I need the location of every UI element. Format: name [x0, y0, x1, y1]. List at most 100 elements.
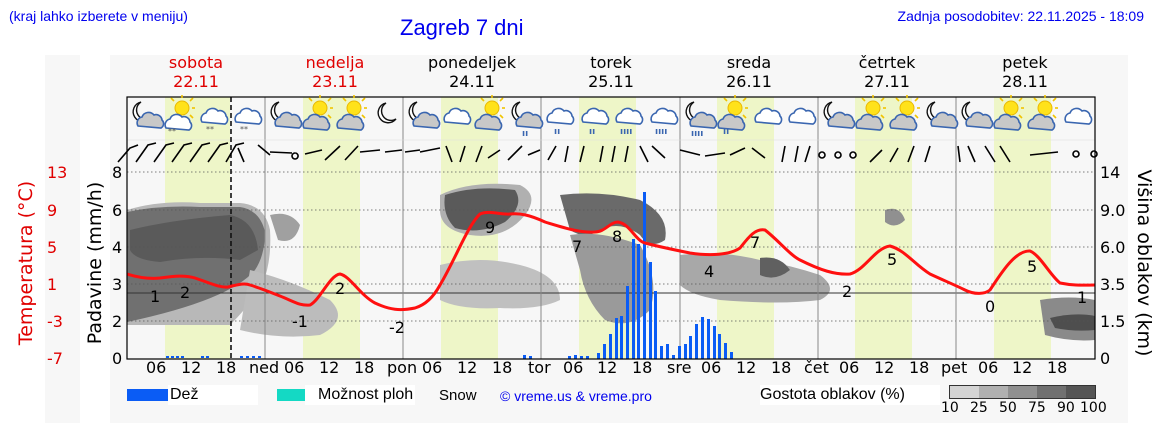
svg-text:**: **: [168, 127, 176, 136]
x-tick: 06: [839, 358, 860, 377]
temp-tick: -3: [47, 312, 63, 331]
density-tick: 75: [1028, 400, 1046, 416]
density-tick: 10: [941, 400, 959, 416]
svg-text:-2: -2: [389, 318, 405, 337]
showers-legend-label: Možnost ploh: [318, 386, 414, 403]
x-tick: pet: [941, 358, 968, 377]
x-tick: 06: [422, 358, 443, 377]
precip-tick: 6: [112, 201, 123, 220]
weather-icons: ** ** ** ıı ıı ıı ıııı ıııı ıııı ıı: [132, 94, 1093, 139]
density-tick: 100: [1080, 400, 1107, 416]
icon-sun-cloud-rain: ıı: [717, 94, 749, 137]
x-tick: 18: [632, 358, 653, 377]
x-tick: ned: [249, 358, 280, 377]
snow-bars: [166, 356, 261, 358]
svg-text:0: 0: [985, 297, 995, 316]
svg-text:ıııı: ıııı: [691, 129, 703, 139]
day-header-6: četrtek 27.11: [858, 53, 916, 91]
cloud-tick: 9.0: [1100, 201, 1126, 220]
x-tick: čet: [804, 358, 829, 377]
day-separators: [264, 97, 957, 359]
x-tick: 18: [492, 358, 513, 377]
svg-text:**: **: [206, 125, 214, 134]
x-tick: 12: [1012, 358, 1033, 377]
x-tick: 06: [978, 358, 999, 377]
svg-text:9: 9: [485, 218, 495, 237]
x-tick: 18: [216, 358, 237, 377]
svg-text:2: 2: [842, 282, 852, 301]
day-header-1: sobota 22.11: [168, 53, 224, 91]
wind-barbs: [117, 142, 1098, 163]
showers-swatch: [277, 389, 305, 401]
icon-cloud-snow: **: [200, 107, 229, 134]
icon-cloud-rain-heavy: ıııı: [650, 107, 679, 137]
svg-text:-1: -1: [292, 312, 308, 331]
x-tick: pon: [387, 358, 418, 377]
density-tick: 25: [970, 400, 988, 416]
icon-moon-cloud-rain: ıı: [511, 101, 544, 139]
x-tick: 12: [181, 358, 202, 377]
svg-text:5: 5: [887, 250, 897, 269]
icon-cloud-snow: **: [234, 107, 263, 134]
precip-tick: 0: [112, 349, 123, 368]
copyright-link[interactable]: © vreme.us & vreme.pro: [500, 388, 652, 404]
x-tick: 12: [319, 358, 340, 377]
svg-text:ıı: ıı: [522, 129, 528, 139]
x-tick: 12: [597, 358, 618, 377]
day-header-3: ponedeljek 24.11: [428, 53, 516, 91]
cloud-tick: 14: [1100, 163, 1121, 182]
day-header-2: nedelja 23.11: [305, 53, 365, 91]
svg-text:8: 8: [612, 227, 622, 246]
x-tick: sre: [667, 358, 692, 377]
day-header-5: sreda 26.11: [726, 53, 772, 91]
svg-text:ıııı: ıııı: [620, 127, 632, 137]
svg-text:ıı: ıı: [589, 127, 595, 137]
x-tick: 12: [457, 358, 478, 377]
x-tick: 18: [909, 358, 930, 377]
svg-text:1: 1: [1077, 288, 1087, 307]
location-hint-link[interactable]: (kraj lahko izberete v meniju): [9, 8, 188, 24]
x-tick: 06: [284, 358, 305, 377]
icon-cloud-rain: ıı: [581, 107, 610, 137]
svg-text:2: 2: [180, 283, 190, 302]
day-header-4: torek 25.11: [588, 53, 634, 91]
day-header-7: petek 28.11: [1002, 53, 1048, 91]
precip-tick: 4: [112, 238, 123, 257]
x-tick: 06: [701, 358, 722, 377]
icon-cloud-rain-heavy: ıııı: [615, 107, 644, 137]
svg-text:1: 1: [150, 287, 160, 306]
rain-legend-label: Dež: [170, 386, 199, 403]
precip-tick: 8: [112, 163, 123, 182]
temperature-labels: 1 2 -1 2 -2 9 7 8 4 7 2 5 0 5 1: [150, 218, 1087, 337]
x-tick: 06: [146, 358, 167, 377]
precip-tick: 2: [112, 312, 123, 331]
icon-cloud-rain: ıı: [546, 107, 575, 137]
svg-text:4: 4: [704, 262, 714, 281]
svg-text:ıııı: ıııı: [655, 127, 667, 137]
temp-tick: 1: [47, 275, 58, 294]
temp-tick: 9: [47, 201, 58, 220]
x-tick: 18: [1047, 358, 1068, 377]
temperature-line: [126, 210, 1096, 312]
cloud-height-axis-label: Višina oblakov (km): [1133, 169, 1152, 357]
left-axis-panel: [45, 55, 80, 423]
snow-legend-label: Snow: [439, 387, 477, 404]
precipitation-axis-label: Padavine (mm/h): [84, 181, 106, 345]
cloud-tick: 1.5: [1100, 312, 1126, 331]
density-tick: 50: [999, 400, 1017, 416]
x-tick: 18: [771, 358, 792, 377]
svg-text:ıı: ıı: [554, 127, 560, 137]
x-tick: 06: [563, 358, 584, 377]
svg-text:2: 2: [335, 279, 345, 298]
temp-tick: 5: [47, 238, 58, 257]
svg-text:5: 5: [1027, 257, 1037, 276]
x-tick: 12: [874, 358, 895, 377]
cloud-density-label: Gostota oblakov (%): [760, 386, 905, 403]
svg-text:7: 7: [572, 237, 582, 256]
x-tick: 18: [354, 358, 375, 377]
gridlines: [127, 171, 1095, 322]
cloud-density-heatmap: [127, 183, 1095, 341]
svg-text:**: **: [240, 125, 248, 134]
cloud-tick: 0: [1100, 349, 1111, 368]
